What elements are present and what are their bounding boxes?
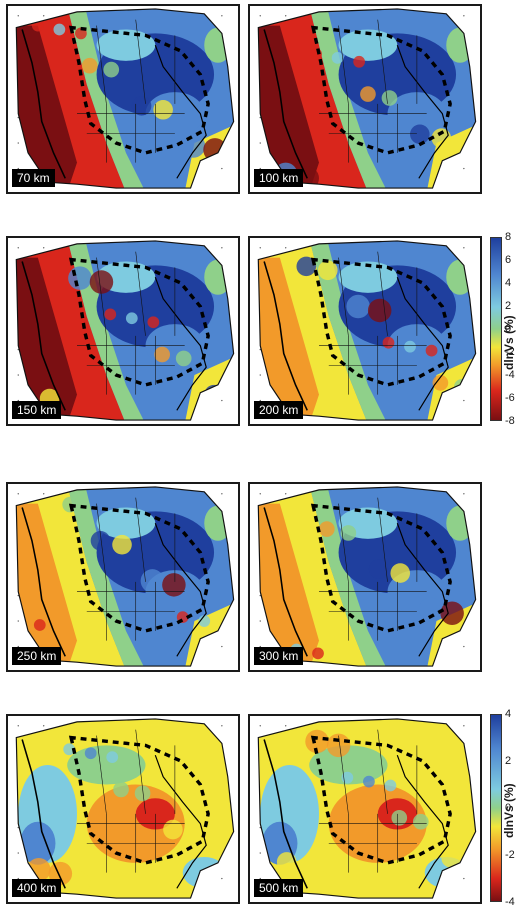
depth-label: 200 km <box>254 401 304 419</box>
depth-label: 250 km <box>12 647 62 665</box>
depth-label: 300 km <box>254 647 304 665</box>
colorbar-tick-label: 2 <box>505 300 512 312</box>
colorbar-upper <box>490 237 502 421</box>
velocity-map <box>15 718 235 899</box>
colorbar-title-upper: dlnVs (%) <box>502 315 516 370</box>
map-panel-100km: 100 km <box>248 4 482 194</box>
map-panel-150km: 150 km <box>6 236 240 426</box>
velocity-map <box>15 8 235 189</box>
velocity-map <box>15 486 235 667</box>
map-panel-300km: 300 km <box>248 482 482 672</box>
colorbar-tick-label: 6 <box>505 254 512 266</box>
velocity-map <box>257 8 477 189</box>
colorbar-title-lower: dlnVs (%) <box>502 783 516 838</box>
velocity-map <box>257 718 477 899</box>
colorbar-lower <box>490 714 502 902</box>
map-panel-400km: 400 km <box>6 714 240 904</box>
colorbar-tick-label: 4 <box>505 277 512 289</box>
depth-label: 70 km <box>12 169 55 187</box>
colorbar-tick-label: -4 <box>505 896 515 908</box>
map-panel-70km: 70 km <box>6 4 240 194</box>
colorbar-tick-label: -2 <box>505 849 515 861</box>
colorbar-tick-label: 0 <box>505 802 512 814</box>
velocity-map <box>257 240 477 421</box>
velocity-map <box>15 240 235 421</box>
colorbar-tick-label: -8 <box>505 415 515 427</box>
depth-label: 150 km <box>12 401 62 419</box>
velocity-map <box>257 486 477 667</box>
colorbar-tick-label: 0 <box>505 323 512 335</box>
colorbar-tick-label: 8 <box>505 231 512 243</box>
colorbar-tick-label: 2 <box>505 755 512 767</box>
depth-label: 500 km <box>254 879 304 897</box>
map-panel-200km: 200 km <box>248 236 482 426</box>
depth-label: 400 km <box>12 879 62 897</box>
colorbar-tick-label: 4 <box>505 708 512 720</box>
map-panel-250km: 250 km <box>6 482 240 672</box>
depth-label: 100 km <box>254 169 304 187</box>
colorbar-tick-label: -6 <box>505 392 515 404</box>
map-panel-500km: 500 km <box>248 714 482 904</box>
colorbar-tick-label: -4 <box>505 369 515 381</box>
colorbar-tick-label: -2 <box>505 346 515 358</box>
